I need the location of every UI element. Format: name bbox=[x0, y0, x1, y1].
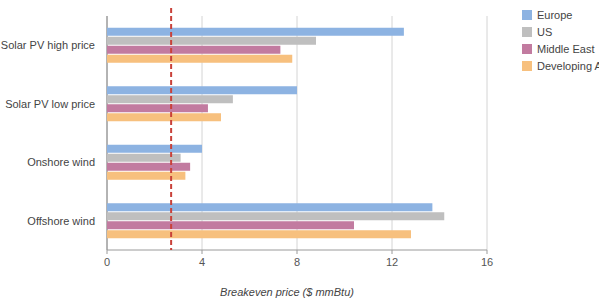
bar bbox=[107, 230, 411, 238]
bar bbox=[107, 172, 185, 180]
legend-label: Middle East bbox=[537, 43, 594, 55]
legend-swatch bbox=[522, 44, 532, 54]
category-label: Solar PV low price bbox=[5, 98, 95, 110]
category-label: Onshore wind bbox=[27, 156, 95, 168]
legend-label: Europe bbox=[537, 9, 572, 21]
legend-label: Developing Asia bbox=[537, 60, 599, 72]
bar bbox=[107, 154, 181, 162]
bar bbox=[107, 104, 208, 112]
tick-label: 12 bbox=[386, 256, 398, 268]
bar bbox=[107, 46, 280, 54]
tick-mark bbox=[297, 250, 298, 254]
bar bbox=[107, 221, 354, 229]
bar bbox=[107, 212, 444, 220]
legend-swatch bbox=[522, 27, 532, 37]
legend-swatch bbox=[522, 10, 532, 20]
x-axis bbox=[107, 250, 487, 251]
tick-mark bbox=[202, 250, 203, 254]
bar bbox=[107, 113, 221, 121]
bar bbox=[107, 203, 432, 211]
tick-label: 8 bbox=[294, 256, 300, 268]
axis-title: Breakeven price ($ mmBtu) bbox=[220, 286, 354, 298]
bar bbox=[107, 37, 316, 45]
reference-line bbox=[170, 8, 172, 250]
grid-line bbox=[487, 16, 488, 250]
legend-label: US bbox=[537, 26, 552, 38]
tick-mark bbox=[487, 250, 488, 254]
bars bbox=[107, 28, 444, 239]
bar bbox=[107, 163, 190, 171]
category-label: Offshore wind bbox=[27, 215, 95, 227]
tick-label: 16 bbox=[481, 256, 493, 268]
tick-mark bbox=[107, 250, 108, 254]
bar bbox=[107, 86, 297, 94]
tick-mark bbox=[392, 250, 393, 254]
category-label: Solar PV high price bbox=[1, 39, 95, 51]
tick-label: 4 bbox=[199, 256, 205, 268]
bar bbox=[107, 145, 202, 153]
tick-label: 0 bbox=[104, 256, 110, 268]
chart: 0 4 8 12 16 Solar PV high price Solar PV low p… bbox=[0, 0, 599, 304]
legend-swatch bbox=[522, 61, 532, 71]
bar bbox=[107, 28, 404, 36]
bar bbox=[107, 55, 292, 63]
bar bbox=[107, 95, 233, 103]
